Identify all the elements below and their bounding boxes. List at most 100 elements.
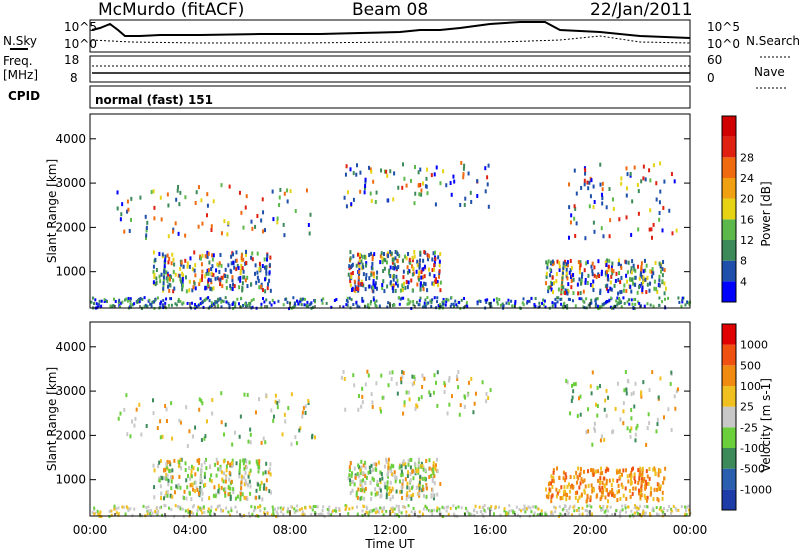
ground-scatter-cell: [476, 300, 479, 304]
data-cell: [670, 428, 673, 433]
data-cell: [355, 172, 358, 177]
data-cell: [618, 271, 621, 276]
data-cell: [625, 193, 628, 198]
data-cell: [299, 426, 302, 431]
data-cell: [119, 411, 122, 416]
ground-scatter-cell: [591, 512, 594, 516]
data-cell: [428, 475, 431, 480]
data-cell: [565, 497, 568, 502]
ground-scatter-cell: [91, 296, 94, 300]
ground-scatter-cell: [368, 510, 371, 514]
data-cell: [599, 288, 602, 293]
data-cell: [235, 258, 238, 263]
ground-scatter-cell: [422, 507, 425, 511]
data-cell: [381, 286, 384, 291]
data-cell: [599, 476, 602, 481]
ground-scatter-cell: [666, 508, 669, 512]
data-cell: [648, 467, 651, 472]
ground-scatter-cell: [214, 300, 217, 304]
data-cell: [201, 274, 204, 279]
data-cell: [369, 470, 372, 475]
data-cell: [627, 260, 630, 265]
data-cell: [174, 221, 177, 226]
ground-scatter-cell: [168, 506, 171, 510]
data-cell: [581, 272, 584, 277]
ground-scatter-cell: [508, 504, 511, 508]
data-cell: [197, 491, 200, 496]
data-cell: [648, 288, 651, 293]
data-cell: [570, 279, 573, 284]
data-cell: [427, 254, 430, 259]
data-cell: [634, 275, 637, 280]
data-cell: [181, 279, 184, 284]
data-cell: [286, 188, 289, 193]
colorbar-segment: [722, 365, 736, 386]
data-cell: [363, 190, 366, 195]
ground-scatter-cell: [513, 510, 516, 514]
ground-scatter-cell: [644, 511, 647, 515]
data-cell: [561, 495, 564, 500]
ground-scatter-cell: [584, 508, 587, 512]
data-cell: [470, 376, 473, 381]
data-cell: [363, 488, 366, 493]
ground-scatter-cell: [492, 512, 495, 516]
data-cell: [380, 251, 383, 256]
data-cell: [165, 472, 168, 477]
data-cell: [279, 187, 282, 192]
data-cell: [401, 496, 404, 501]
ground-scatter-cell: [146, 512, 149, 516]
data-cell: [409, 465, 412, 470]
ground-scatter-cell: [481, 513, 484, 517]
ground-scatter-cell: [536, 513, 539, 517]
data-cell: [611, 197, 614, 202]
ground-scatter-cell: [571, 513, 574, 517]
data-cell: [605, 269, 608, 274]
ground-scatter-cell: [573, 504, 576, 508]
data-cell: [184, 461, 187, 466]
data-cell: [218, 269, 221, 274]
data-cell: [153, 468, 156, 473]
data-cell: [389, 169, 392, 174]
data-cell: [171, 494, 174, 499]
data-cell: [550, 499, 553, 504]
ground-scatter-cell: [658, 507, 661, 511]
data-cell: [555, 272, 558, 277]
ground-scatter-cell: [605, 299, 608, 303]
data-cell: [603, 437, 606, 442]
data-cell: [622, 288, 625, 293]
data-cell: [603, 407, 606, 412]
data-cell: [194, 425, 197, 430]
data-cell: [364, 287, 367, 292]
ground-scatter-cell: [234, 505, 237, 509]
data-cell: [362, 463, 365, 468]
data-cell: [171, 436, 174, 441]
data-cell: [399, 376, 402, 381]
ground-scatter-cell: [534, 297, 537, 301]
data-cell: [627, 479, 630, 484]
data-cell: [566, 291, 569, 296]
data-cell: [160, 272, 163, 277]
ground-scatter-cell: [393, 507, 396, 511]
ground-scatter-cell: [145, 505, 148, 509]
ground-scatter-cell: [590, 301, 593, 305]
data-cell: [637, 488, 640, 493]
data-cell: [352, 373, 355, 378]
ground-scatter-cell: [577, 506, 580, 510]
data-cell: [355, 263, 358, 268]
ground-scatter-cell: [460, 506, 463, 510]
data-cell: [374, 200, 377, 205]
data-cell: [265, 265, 268, 270]
ground-scatter-cell: [489, 305, 492, 309]
data-cell: [212, 493, 215, 498]
ground-scatter-cell: [646, 302, 649, 306]
data-cell: [583, 182, 586, 187]
ground-scatter-cell: [440, 512, 443, 516]
data-cell: [406, 474, 409, 479]
data-cell: [152, 411, 155, 416]
data-cell: [392, 464, 395, 469]
data-cell: [413, 254, 416, 259]
ground-scatter-cell: [643, 512, 646, 516]
data-cell: [567, 235, 570, 240]
data-cell: [661, 496, 664, 501]
ground-scatter-cell: [380, 506, 383, 510]
